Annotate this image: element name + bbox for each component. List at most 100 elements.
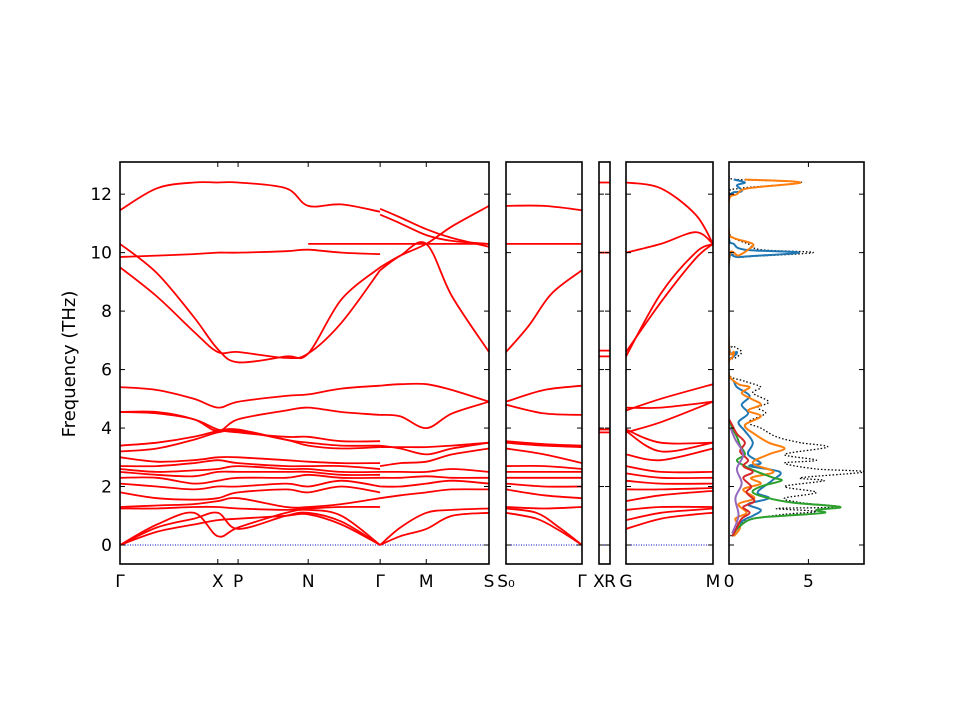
y-axis-title: Frequency (THz)	[59, 291, 80, 438]
phonon-band	[505, 403, 583, 416]
high-symmetry-label: X	[593, 572, 605, 592]
phonon-band	[119, 411, 381, 443]
dos-x-tick-label: 5	[803, 572, 814, 592]
phonon-band	[625, 505, 714, 511]
y-tick-label: 0	[101, 536, 112, 556]
band-panel-2: S₀ Γ	[497, 161, 587, 592]
phonon-band	[505, 507, 583, 546]
phonon-band	[119, 465, 381, 474]
phonon-band	[505, 440, 583, 447]
phonon-band	[625, 428, 714, 445]
phonon-band	[380, 400, 490, 430]
phonon-band	[379, 213, 490, 245]
dos-curve	[729, 418, 756, 537]
phonon-band	[380, 382, 490, 403]
phonon-band	[119, 470, 381, 478]
phonon-band	[505, 441, 583, 448]
high-symmetry-label: Γ	[375, 572, 385, 592]
y-tick-label: 2	[101, 478, 112, 498]
high-symmetry-label: Γ	[577, 572, 587, 592]
phonon-band	[119, 511, 381, 546]
y-tick-label: 6	[101, 361, 112, 381]
panel-frame	[505, 161, 583, 565]
phonon-band	[119, 248, 381, 258]
phonon-band	[119, 266, 381, 360]
phonon-band	[505, 488, 583, 500]
phonon-band	[119, 505, 381, 511]
panel-frame	[119, 161, 490, 565]
high-symmetry-label: M	[706, 572, 721, 592]
phonon-band	[379, 205, 490, 269]
phonon-band	[625, 243, 714, 357]
dos-curve	[729, 178, 800, 537]
phonon-band	[119, 429, 381, 453]
phonon-band	[505, 269, 583, 353]
dos-curve	[729, 178, 802, 537]
phonon-band	[119, 181, 381, 213]
phonon-band	[379, 511, 490, 546]
phonon-band	[380, 475, 490, 479]
phonon-band	[119, 485, 381, 501]
phonon-band	[505, 482, 583, 488]
high-symmetry-label: M	[419, 572, 434, 592]
phonon-band	[505, 464, 583, 470]
y-tick-label: 12	[90, 185, 112, 205]
phonon-band	[379, 447, 490, 467]
phonon-band	[379, 507, 490, 546]
phonon-band	[505, 447, 583, 464]
phonon-band	[625, 231, 714, 254]
phonon-band	[505, 506, 583, 510]
high-symmetry-label: Γ	[115, 572, 125, 592]
phonon-band	[119, 456, 381, 465]
phonon-band	[625, 511, 714, 530]
phonon-band	[505, 384, 583, 403]
y-tick-label: 4	[101, 419, 112, 439]
high-symmetry-label: S	[484, 572, 495, 592]
phonon-band	[625, 430, 714, 453]
phonon-band	[379, 207, 490, 248]
phonon-band	[625, 243, 714, 353]
dos-curve	[729, 427, 745, 534]
high-symmetry-label: X	[212, 572, 224, 592]
phonon-band	[379, 488, 490, 500]
high-symmetry-label: R	[604, 572, 616, 592]
phonon-band	[119, 508, 381, 546]
phonon-band	[119, 479, 381, 491]
panel-frame	[598, 161, 611, 565]
phonon-band	[380, 479, 490, 488]
phonon-band	[119, 512, 381, 546]
phonon-band	[625, 383, 714, 412]
y-tick-label: 8	[101, 302, 112, 322]
y-tick-label: 10	[90, 244, 112, 264]
phonon-band	[625, 479, 714, 485]
dos-x-tick-label: 0	[724, 572, 735, 592]
phonon-band	[625, 487, 714, 491]
phonon-band	[119, 243, 381, 364]
band-panel-1: Γ X P N Γ M S 0 2 4 6 8 10 12	[90, 161, 495, 592]
phonon-band	[625, 465, 714, 474]
phonon-band	[119, 428, 381, 447]
high-symmetry-label: G	[619, 572, 632, 592]
phonon-band	[625, 181, 714, 245]
phonon-band	[625, 490, 714, 502]
phonon-band	[625, 400, 714, 434]
phonon-band	[119, 459, 381, 470]
high-symmetry-label: N	[302, 572, 315, 592]
phonon-band	[625, 472, 714, 480]
phonon-band	[380, 468, 490, 474]
phonon-band	[119, 384, 381, 409]
panel-frame	[625, 161, 714, 565]
phonon-band	[505, 204, 583, 212]
phonon-band	[625, 447, 714, 462]
phonon-band	[119, 406, 381, 432]
dos-frame	[728, 161, 865, 565]
high-symmetry-label: P	[233, 572, 243, 592]
phonon-band	[505, 511, 583, 546]
high-symmetry-label: S₀	[497, 572, 515, 592]
phonon-band	[625, 507, 714, 521]
